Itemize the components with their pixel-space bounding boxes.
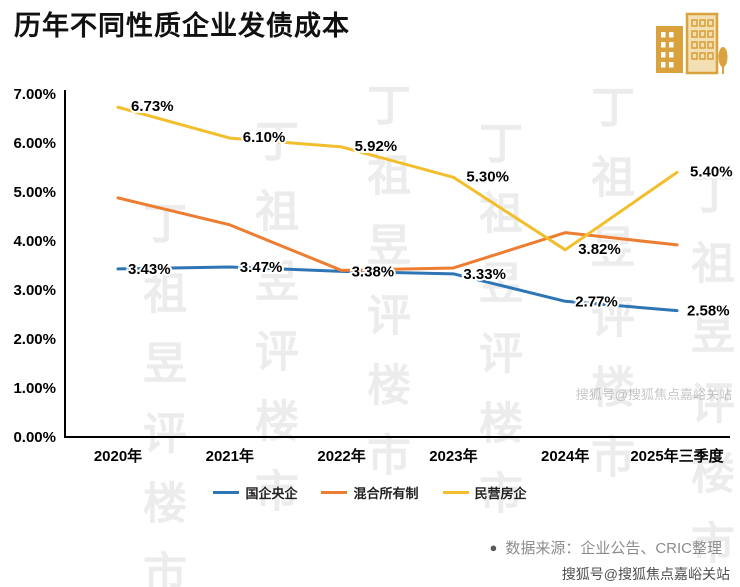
page-title: 历年不同性质企业发债成本 — [14, 11, 350, 41]
data-label: 5.30% — [466, 168, 509, 185]
tree-icon — [718, 47, 728, 74]
legend-label: 混合所有制 — [353, 486, 419, 501]
legend-item-国企央企: 国企央企 — [213, 483, 297, 502]
axes — [64, 90, 730, 438]
data-label: 3.47% — [240, 259, 283, 276]
building-back-windows — [691, 19, 714, 60]
data-label: 5.40% — [690, 163, 733, 180]
legend-line-icon — [321, 491, 348, 494]
y-tick-label: 2.00% — [13, 331, 56, 348]
chart-legend: 国企央企 混合所有制 民营房企 — [0, 483, 740, 502]
building-front-windows — [661, 32, 674, 68]
legend-item-混合所有制: 混合所有制 — [321, 483, 419, 502]
legend-line-icon — [442, 491, 469, 494]
y-tick-label: 7.00% — [13, 86, 56, 103]
x-axis-label: 2022年 — [317, 447, 365, 465]
data-label: 3.43% — [128, 261, 171, 278]
data-source: ● 数据来源：企业公告、CRIC整理 — [489, 537, 722, 558]
series-line-混合所有制 — [116, 196, 679, 272]
legend-label: 国企央企 — [245, 486, 298, 501]
x-axis-label: 2024年 — [541, 447, 589, 465]
y-tick-label: 1.00% — [13, 380, 56, 397]
x-axis-label: 2023年 — [429, 447, 477, 465]
sohu-watermark-mid: 搜狐号@搜狐焦点嘉峪关站 — [575, 387, 732, 402]
y-tick-label: 0.00% — [13, 429, 56, 446]
x-axis-label: 2025年三季度 — [630, 447, 724, 465]
legend-item-民营房企: 民营房企 — [442, 483, 527, 502]
data-label: 5.92% — [355, 138, 398, 155]
data-label: 6.73% — [131, 98, 174, 115]
buildings-icon — [650, 10, 730, 78]
data-label: 3.82% — [578, 241, 621, 258]
legend-line-icon — [213, 491, 240, 494]
legend-label: 民营房企 — [474, 486, 527, 501]
data-label: 2.77% — [575, 293, 618, 310]
y-tick-label: 3.00% — [13, 282, 56, 299]
x-axis-label: 2021年 — [206, 447, 254, 465]
x-axis-label: 2020年 — [94, 447, 142, 465]
y-tick-label: 5.00% — [13, 184, 56, 201]
data-source-text: 数据来源：企业公告、CRIC整理 — [505, 540, 722, 557]
bullet-icon: ● — [489, 540, 498, 555]
data-label: 6.10% — [243, 129, 286, 146]
bond-cost-line-chart: 0.00% 1.00% 2.00% 3.00% 4.00% 5.00% 6.00% 7.00%… — [13, 86, 734, 465]
data-label: 3.38% — [352, 263, 395, 280]
header: 历年不同性质企业发债成本 — [14, 10, 730, 78]
data-label: 2.58% — [687, 303, 730, 320]
series-line-国企央企 — [116, 265, 679, 313]
y-tick-label: 6.00% — [13, 135, 56, 152]
y-tick-label: 4.00% — [13, 233, 56, 250]
sohu-watermark: 搜狐号@搜狐焦点嘉峪关站 — [561, 566, 730, 582]
data-label: 3.33% — [463, 266, 506, 283]
series-line-民营房企 — [116, 105, 679, 252]
